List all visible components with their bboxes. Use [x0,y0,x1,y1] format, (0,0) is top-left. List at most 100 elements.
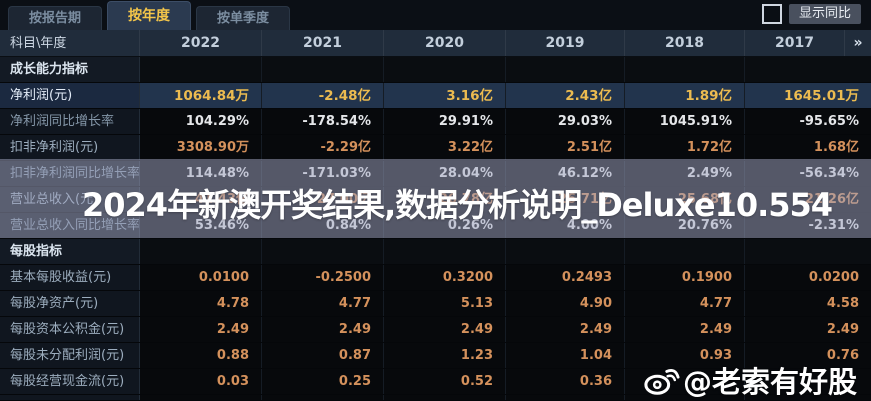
cell-value: -2.29亿 [262,135,384,160]
cell-value: 0.87 [262,343,384,368]
cell-value: 4.90 [506,291,625,316]
show-yoy-control: 显示同比 [761,4,861,24]
cell-value: 0.1900 [625,265,745,290]
cell-value: 21.26亿 [745,187,871,212]
cell-value: 4.00% [506,213,625,238]
tab-by-quarter[interactable]: 按单季度 [196,6,291,30]
cell-value: 0.2493 [506,265,625,290]
cell-value [625,369,745,394]
cell-value: 1645.01万 [745,83,871,108]
tab-bar: 按报告期 按年度 按单季度 显示同比 [0,0,871,30]
table-row-total-revenue-yoy[interactable]: 营业总收入同比增长率 53.46% 0.84% 0.26% 4.00% 20.7… [0,213,871,239]
table-row-net-profit[interactable]: 净利润(元) 1064.84万 -2.48亿 3.16亿 2.43亿 1.89亿… [0,83,871,109]
year-header-2020: 2020 [384,30,506,56]
cell-value: 4.58 [745,291,871,316]
cell-value: 0.26% [384,213,506,238]
cell-value: 46.12% [506,161,625,186]
cell-value: -56.34% [745,161,871,186]
cell-value: 0.88 [140,343,262,368]
cell-value: -95.65% [745,109,871,134]
cell-value: 4.77 [625,291,745,316]
cell-value: 2.49 [140,317,262,342]
table-row-section-growth: 成长能力指标 [0,57,871,83]
table-row-partial [0,395,871,400]
row-label: 扣非净利润(元) [0,135,140,160]
cell-value: -0.2500 [262,265,384,290]
cell-value: 0.0100 [140,265,262,290]
year-header-2021: 2021 [262,30,384,56]
cell-value: 114.48% [140,161,262,186]
cell-value: 3.22亿 [384,135,506,160]
cell-value: 0.0200 [745,265,871,290]
tab-report-period[interactable]: 按报告期 [8,6,103,30]
cell-value: 0.3200 [384,265,506,290]
row-label: 每股净资产(元) [0,291,140,316]
cell-value: 1.89亿 [625,83,745,108]
cell-value: -2.31% [745,213,871,238]
row-label: 营业总收入同比增长率 [0,213,140,238]
cell-value: 29.03% [506,109,625,134]
cell-value: 5.13 [384,291,506,316]
cell-value: 25.68亿 [625,187,745,212]
cell-value: 27.00亿 [262,187,384,212]
cell-value: -2.48亿 [262,83,384,108]
row-label: 每股未分配利润(元) [0,343,140,368]
row-label: 基本每股收益(元) [0,265,140,290]
table-row-operating-cashflow-per-share[interactable]: 每股经营现金流(元) 0.03 0.25 0.52 0.36 [0,369,871,395]
year-header-2019: 2019 [506,30,625,56]
cell-value: 1.68亿 [745,135,871,160]
cell-value: 28.04% [384,161,506,186]
cell-value: 4.78 [140,291,262,316]
cell-value: 0.36 [506,369,625,394]
table-row-retained-profit-per-share[interactable]: 每股未分配利润(元) 0.88 0.87 1.23 1.04 0.93 0.76 [0,343,871,369]
cell-value: -178.54% [262,109,384,134]
cell-value: -171.03% [262,161,384,186]
cell-value: 2.43亿 [506,83,625,108]
year-header-2017: 2017 [745,30,845,56]
cell-value: 26.78亿 [384,187,506,212]
row-label: 扣非净利润同比增长率 [0,161,140,186]
cell-value: 1064.84万 [140,83,262,108]
table-row-non-gaap-net-profit[interactable]: 扣非净利润(元) 3308.90万 -2.29亿 3.22亿 2.51亿 1.7… [0,135,871,161]
cell-value: 3308.90万 [140,135,262,160]
cell-value: 1.72亿 [625,135,745,160]
row-label: 每股经营现金流(元) [0,369,140,394]
year-header-2018: 2018 [625,30,745,56]
tab-by-year[interactable]: 按年度 [107,1,192,30]
cell-value: 2.49% [625,161,745,186]
cell-value: 0.93 [625,343,745,368]
table-row-non-gaap-net-profit-yoy[interactable]: 扣非净利润同比增长率 114.48% -171.03% 28.04% 46.12… [0,161,871,187]
cell-value: 4.77 [262,291,384,316]
show-yoy-label[interactable]: 显示同比 [788,4,861,24]
row-label: 净利润(元) [0,83,140,108]
cell-value: 2.49 [745,317,871,342]
row-label: 营业总收入(元) [0,187,140,212]
cell-value: 0.52 [384,369,506,394]
table-row-total-revenue[interactable]: 营业总收入(元) 41.43亿 27.00亿 26.78亿 26.71亿 25.… [0,187,871,213]
cell-value: 26.71亿 [506,187,625,212]
row-label: 净利润同比增长率 [0,109,140,134]
show-yoy-checkbox[interactable] [761,4,782,24]
table-row-net-profit-yoy[interactable]: 净利润同比增长率 104.29% -178.54% 29.91% 29.03% … [0,109,871,135]
cell-value: 104.29% [140,109,262,134]
table-row-nav-per-share[interactable]: 每股净资产(元) 4.78 4.77 5.13 4.90 4.77 4.58 [0,291,871,317]
cell-value: 0.84% [262,213,384,238]
row-label: 每股指标 [0,239,140,264]
table-row-basic-eps[interactable]: 基本每股收益(元) 0.0100 -0.2500 0.3200 0.2493 0… [0,265,871,291]
cell-value: 1045.91% [625,109,745,134]
row-label: 每股资本公积金(元) [0,317,140,342]
cell-value: 0.03 [140,369,262,394]
more-years-icon[interactable]: » [853,35,863,51]
cell-value: 53.46% [140,213,262,238]
cell-value: 1.04 [506,343,625,368]
cell-value: 1.23 [384,343,506,368]
cell-value: 0.76 [745,343,871,368]
row-label: 成长能力指标 [0,57,140,82]
table-row-capital-reserve-per-share[interactable]: 每股资本公积金(元) 2.49 2.49 2.49 2.49 2.49 2.49 [0,317,871,343]
cell-value: 3.16亿 [384,83,506,108]
table-header-row: 科目\年度 2022 2021 2020 2019 2018 2017 » [0,30,871,57]
cell-value: 2.51亿 [506,135,625,160]
corner-header: 科目\年度 [0,30,140,56]
cell-value: 2.49 [625,317,745,342]
